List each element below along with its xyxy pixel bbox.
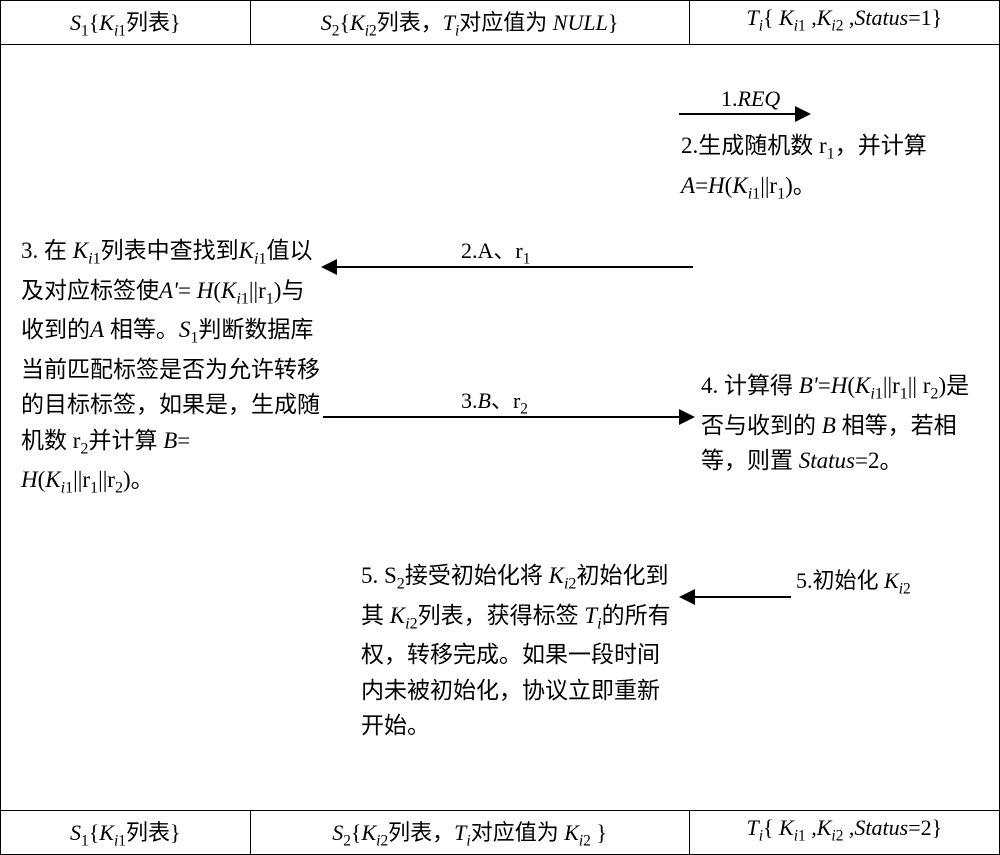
step3-text: 3. 在 Ki1列表中查找到Ki1值以及对应标签使A'= H(Ki1||r1)与…	[21, 233, 321, 502]
arrow1	[679, 113, 809, 115]
footer-row: S1{Ki1列表} S2{Ki2列表，Ti对应值为 Ki2 } Ti{ Ki1 …	[0, 810, 1000, 855]
arrow3-label: 3.B、r2	[461, 383, 528, 418]
protocol-diagram: 1.REQ 2.生成随机数 r1，并计算 A=H(Ki1||r1)。 2.A、r…	[0, 38, 1000, 816]
footer-cell-s2: S2{Ki2列表，Ti对应值为 Ki2 }	[251, 811, 690, 854]
arrow2-label: 2.A、r1	[461, 233, 530, 268]
arrow2	[323, 266, 693, 268]
footer-cell-ti: Ti{ Ki1 ,Ki2 ,Status=2}	[690, 811, 999, 854]
arrow5-label: 5.初始化 Ki2	[796, 563, 911, 598]
footer-cell-s1: S1{Ki1列表}	[1, 811, 251, 854]
arrow3	[323, 416, 693, 418]
step5-text: 5. S2接受初始化将 Ki2初始化到其 Ki2列表，获得标签 Ti的所有权，转…	[361, 558, 681, 744]
arrow1-label: 1.REQ	[721, 86, 780, 112]
arrow5	[681, 596, 791, 598]
step2-text: 2.生成随机数 r1，并计算 A=H(Ki1||r1)。	[681, 128, 991, 207]
step4-text: 4. 计算得 B'=H(Ki1||r1|| r2)是否与收到的 B 相等，若相等…	[701, 368, 991, 479]
